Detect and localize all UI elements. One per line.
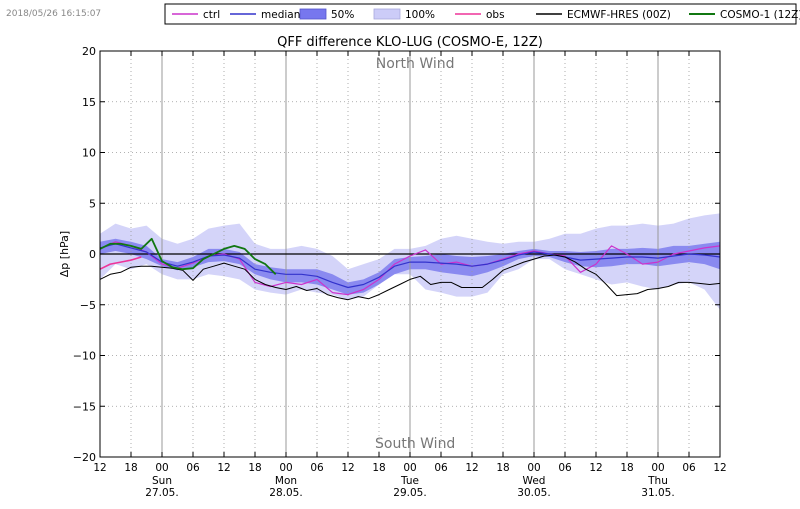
- legend-ecmwf-hres-00z-label: ECMWF-HRES (00Z): [567, 9, 671, 21]
- legend-100-label: 100%: [405, 9, 435, 21]
- x-tick-label: 00: [527, 462, 540, 474]
- x-tick-label: 06: [682, 462, 696, 474]
- legend-100-swatch: [373, 8, 401, 20]
- x-tick-label: 00: [403, 462, 416, 474]
- series-obs: [99, 256, 142, 270]
- y-tick-label: −10: [73, 350, 96, 363]
- day-label: Mon: [275, 475, 297, 487]
- x-tick-label: 06: [558, 462, 572, 474]
- plot-area: North Wind South Wind: [99, 50, 721, 458]
- day-label: Tue: [400, 475, 419, 487]
- date-label: 29.05.: [393, 487, 426, 499]
- x-tick-label: 18: [620, 462, 633, 474]
- x-tick-label: 06: [186, 462, 200, 474]
- x-tick-label: 18: [248, 462, 261, 474]
- x-tick-label: 18: [372, 462, 385, 474]
- x-tick-label: 06: [434, 462, 448, 474]
- date-label: 27.05.: [145, 487, 178, 499]
- y-axis: −20 −15 −10 −5 0 5 10 15 20: [73, 45, 720, 464]
- annotation-north-wind: North Wind: [376, 56, 455, 72]
- x-tick-label: 12: [217, 462, 230, 474]
- y-axis-label: Δp [hPa]: [58, 231, 71, 277]
- x-tick-label: 12: [93, 462, 106, 474]
- x-tick-label: 12: [713, 462, 726, 474]
- series-median: [99, 243, 721, 289]
- legend-obs-label: obs: [486, 9, 505, 21]
- x-tick-label: 12: [589, 462, 602, 474]
- y-tick-label: 10: [82, 147, 96, 160]
- y-tick-label: 15: [82, 96, 96, 109]
- x-tick-label: 12: [465, 462, 478, 474]
- day-label: Sun: [152, 475, 172, 487]
- series-cosmo-1-12z: [99, 237, 277, 275]
- date-label: 30.05.: [517, 487, 550, 499]
- x-tick-label: 18: [124, 462, 137, 474]
- y-tick-label: 0: [89, 248, 96, 261]
- legend-median-label: median: [261, 9, 300, 21]
- date-label: 31.05.: [641, 487, 674, 499]
- annotation-south-wind: South Wind: [375, 436, 455, 452]
- y-tick-label: −5: [80, 299, 96, 312]
- x-tick-label: 06: [310, 462, 324, 474]
- y-tick-label: 20: [82, 45, 96, 58]
- legend-50-label: 50%: [331, 9, 354, 21]
- timestamp: 2018/05/26 16:15:07: [6, 9, 101, 19]
- y-tick-label: −20: [73, 451, 96, 464]
- x-axis: 12 18 00 06 12 18 00 06 12 18 00 06 12 18 00 06 12 18 00 06…: [93, 51, 727, 499]
- x-tick-label: 00: [279, 462, 292, 474]
- day-label: Wed: [523, 475, 546, 487]
- x-tick-label: 18: [496, 462, 509, 474]
- x-tick-label: 12: [341, 462, 354, 474]
- series-ecmwf-hres-00z: [99, 254, 721, 301]
- legend-50-swatch: [299, 8, 327, 20]
- chart-title: QFF difference KLO-LUG (COSMO-E, 12Z): [277, 35, 543, 50]
- legend-ctrl-label: ctrl: [203, 9, 220, 21]
- y-tick-label: 5: [89, 197, 96, 210]
- x-tick-label: 00: [155, 462, 168, 474]
- legend-cosmo-1-12z-label: COSMO-1 (12Z): [720, 9, 800, 21]
- date-label: 28.05.: [269, 487, 302, 499]
- x-tick-label: 00: [651, 462, 664, 474]
- day-label: Thu: [647, 475, 668, 487]
- legend: ctrl median 50% 100% obs ECMWF-HRES (00Z) COSM…: [164, 3, 800, 25]
- y-tick-label: −15: [73, 400, 96, 413]
